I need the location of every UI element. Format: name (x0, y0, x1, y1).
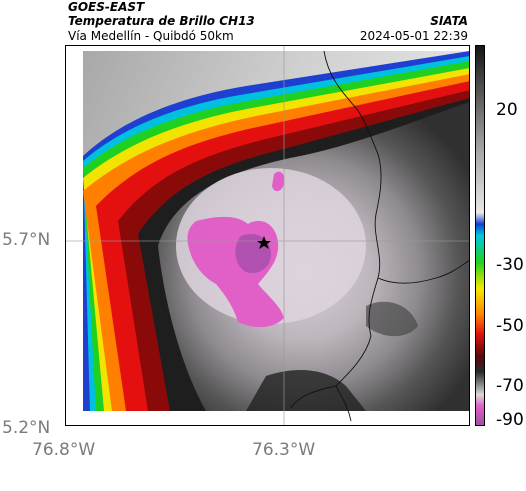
colorbar-tick-minus90: -90 (496, 410, 524, 430)
coldest-tops-small (272, 171, 285, 192)
satellite-title: GOES-EAST (68, 0, 145, 14)
agency-label: SIATA (430, 14, 468, 28)
y-tick-5-2N: 5.2°N (2, 418, 51, 438)
colorbar-tick-20: 20 (496, 100, 518, 120)
data-field (83, 51, 469, 411)
lower-dark-patches (246, 370, 366, 411)
datetime-label: 2024-05-01 22:39 (359, 29, 468, 43)
colorbar-tick-minus50: -50 (496, 316, 524, 336)
brightness-temperature-map (65, 45, 470, 426)
location-star-icon (257, 236, 271, 249)
x-tick-76-3W: 76.3°W (252, 440, 316, 460)
colorbar-tick-minus30: -30 (496, 255, 524, 275)
department-borders (290, 50, 469, 422)
colorbar-tick-minus70: -70 (496, 376, 524, 396)
colorbar (475, 45, 485, 426)
region-subtitle: Vía Medellín - Quibdó 50km (68, 29, 234, 43)
y-tick-5-7N: 5.7°N (2, 230, 51, 250)
x-tick-76-8W: 76.8°W (32, 440, 96, 460)
product-title: Temperatura de Brillo CH13 (68, 14, 255, 28)
